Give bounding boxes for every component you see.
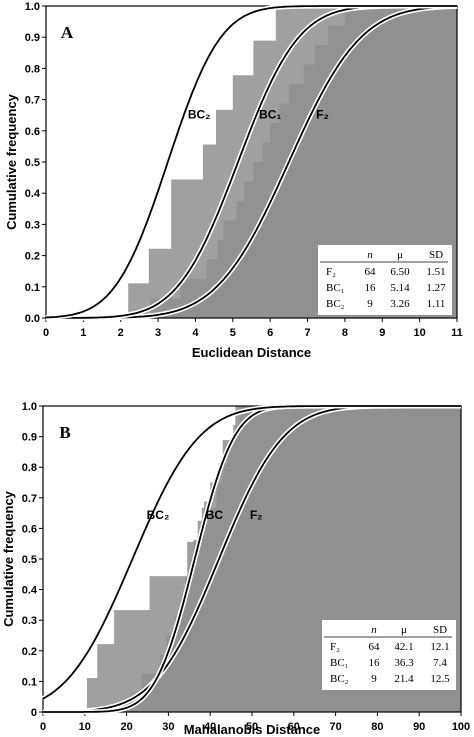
table-cell: 7.4 (433, 657, 447, 669)
y-tick-label: 0.8 (22, 462, 37, 474)
stats-table-bg (318, 245, 452, 315)
table-header: n (371, 624, 377, 636)
table-cell: 12.1 (430, 641, 449, 653)
y-tick-label: 1.0 (22, 401, 37, 413)
y-tick-label: 0.9 (22, 432, 37, 444)
y-tick-label: 0.2 (25, 251, 40, 263)
table-cell: 3.26 (390, 298, 410, 310)
x-tick-label: 40 (204, 721, 216, 733)
curve-label-f2: F₂ (316, 107, 329, 121)
table-cell: 5.14 (390, 282, 410, 294)
table-cell: 6.50 (390, 266, 410, 278)
x-tick-label: 4 (192, 327, 199, 339)
y-tick-label: 0.2 (22, 646, 37, 658)
curve-label-bc1: BC (206, 508, 224, 522)
x-tick-label: 8 (342, 327, 348, 339)
y-tick-label: 0.8 (25, 63, 40, 75)
table-cell: 9 (371, 673, 377, 685)
y-axis-title: Cumulative frequency (4, 93, 19, 230)
table-header: μ (401, 624, 407, 636)
y-tick-label: 0.4 (22, 585, 38, 597)
y-tick-label: 0.3 (25, 219, 40, 231)
table-cell: 64 (369, 641, 381, 653)
y-tick-label: 0.1 (25, 282, 40, 294)
table-header: n (367, 249, 373, 261)
y-tick-label: 0.6 (22, 523, 37, 535)
y-axis-title: Cumulative frequency (1, 490, 16, 627)
y-tick-label: 0.3 (22, 615, 37, 627)
y-tick-label: 0 (31, 707, 37, 719)
y-tick-label: 0.1 (22, 676, 37, 688)
table-cell: 16 (369, 657, 381, 669)
stats-table-bg (322, 620, 456, 690)
x-tick-label: 0 (43, 327, 49, 339)
x-axis-title: Euclidean Distance (192, 345, 311, 360)
x-tick-label: 80 (371, 721, 383, 733)
x-tick-label: 70 (329, 721, 341, 733)
chart-panel-a: 0.0 0.1 0.2 0.3 0.4 0.5 0.6 0.7 0.8 0.9 1.0 0 1 2 3 4 5 6… (4, 1, 463, 360)
normal-curve-bc2 (45, 5, 457, 319)
x-tick-label: 100 (452, 721, 470, 733)
stats-table: n μ SD F₂ 64 6.50 1.51 BC₁ 16 5.14 1.27 BC₂ 9 3.26 1.1… (318, 245, 452, 315)
table-cell: 42.1 (394, 641, 413, 653)
table-cell: 64 (365, 266, 377, 278)
x-tick-label: 7 (304, 327, 310, 339)
curve-label-bc2: BC₂ (188, 107, 211, 121)
table-cell: BC₂ (330, 673, 349, 685)
table-cell: 1.27 (426, 282, 446, 294)
y-tick-label: 0.5 (22, 554, 37, 566)
curve-label-f2: F₂ (250, 508, 263, 522)
x-tick-label: 1 (80, 327, 86, 339)
curve-label-bc2: BC₂ (147, 508, 170, 522)
x-tick-label: 60 (288, 721, 300, 733)
y-tick-label: 0.9 (25, 32, 40, 44)
x-tick-label: 9 (379, 327, 385, 339)
table-cell: 12.5 (430, 673, 450, 685)
x-tick-label: 5 (230, 327, 236, 339)
x-tick-label: 90 (413, 721, 425, 733)
x-tick-label: 11 (451, 327, 463, 339)
x-tick-label: 10 (79, 721, 91, 733)
table-cell: F₂ (326, 266, 336, 278)
x-tick-label: 2 (118, 327, 124, 339)
table-cell: 16 (365, 282, 377, 294)
x-tick-label: 10 (414, 327, 426, 339)
curve-label-bc1: BC₁ (259, 107, 281, 121)
panel-letter: A (61, 23, 74, 42)
table-cell: 21.4 (394, 673, 414, 685)
x-tick-label: 0 (40, 721, 46, 733)
table-cell: 1.51 (426, 266, 445, 278)
table-header: μ (397, 249, 403, 261)
y-tick-label: 0.6 (25, 126, 40, 138)
y-tick-label: 0.7 (25, 95, 40, 107)
y-tick-label: 0.4 (25, 188, 41, 200)
x-axis-title: Mahalanobis Distance (184, 722, 321, 737)
table-cell: BC₁ (326, 282, 345, 294)
y-tick-label: 0.7 (22, 493, 37, 505)
x-tick-label: 6 (267, 327, 273, 339)
x-tick-label: 3 (155, 327, 161, 339)
table-cell: 36.3 (394, 657, 414, 669)
y-tick-label: 0.5 (25, 157, 40, 169)
y-tick-label: 1.0 (25, 1, 40, 13)
chart-panel-b: 0 0.1 0.2 0.3 0.4 0.5 0.6 0.7 0.8 0.9 1.0 0 10 20 30 40… (1, 401, 470, 737)
x-tick-label: 20 (120, 721, 132, 733)
empirical-step-bc1 (46, 6, 457, 318)
stats-table: n μ SD F₂ 64 42.1 12.1 BC₁ 16 36.3 7.4 BC₂ 9 21.4 12.5 (322, 620, 456, 690)
x-tick-label: 30 (162, 721, 174, 733)
table-cell: 1.11 (427, 298, 446, 310)
y-tick-label: 0.0 (25, 313, 40, 325)
table-cell: F₂ (330, 641, 340, 653)
table-cell: BC₂ (326, 298, 345, 310)
table-cell: 9 (367, 298, 373, 310)
normal-curve-bc2 (42, 405, 461, 700)
panel-letter: B (59, 423, 70, 442)
table-header: SD (429, 249, 443, 261)
table-cell: BC₁ (330, 657, 349, 669)
x-tick-label: 50 (246, 721, 258, 733)
table-header: SD (433, 624, 447, 636)
